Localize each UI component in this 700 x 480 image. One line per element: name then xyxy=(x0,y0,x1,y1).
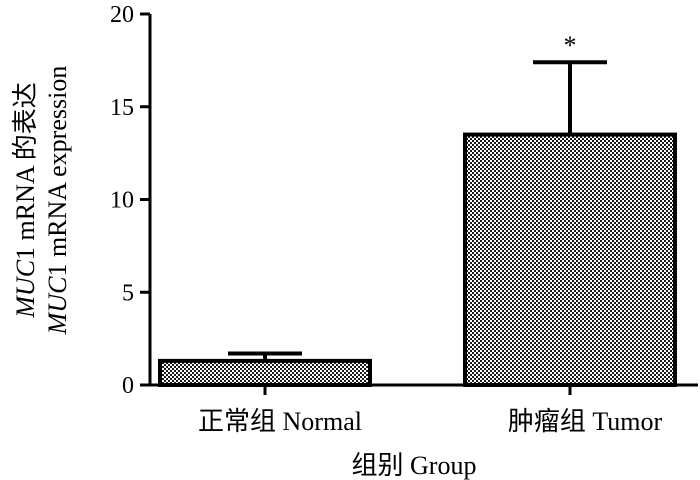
y-ticks-group: 0 5 10 15 20 xyxy=(110,2,150,399)
x-axis-title: 组别 Group xyxy=(352,451,477,480)
significance-mark-1: * xyxy=(564,31,577,60)
error-bars-group xyxy=(228,60,607,361)
x-ticks-group: 正常组 Normal 肿瘤组 Tumor xyxy=(198,385,663,436)
bars-group xyxy=(158,132,677,388)
y-tick-label: 15 xyxy=(110,95,134,121)
x-tick-label-0: 正常组 Normal xyxy=(198,407,362,436)
y-axis-title-line1: MUC1 mRNA 的表达 xyxy=(11,82,40,318)
y-tick-label: 0 xyxy=(122,373,134,399)
bar-0 xyxy=(158,358,372,388)
y-tick-label: 5 xyxy=(122,280,134,306)
y-axis-title-line2: MUC1 mRNA expression xyxy=(43,66,72,336)
significance-group: * xyxy=(564,31,577,60)
y-tick-label: 20 xyxy=(110,2,134,28)
x-tick-label-1: 肿瘤组 Tumor xyxy=(508,407,663,436)
bar-1 xyxy=(463,132,677,387)
y-tick-label: 10 xyxy=(110,188,134,214)
